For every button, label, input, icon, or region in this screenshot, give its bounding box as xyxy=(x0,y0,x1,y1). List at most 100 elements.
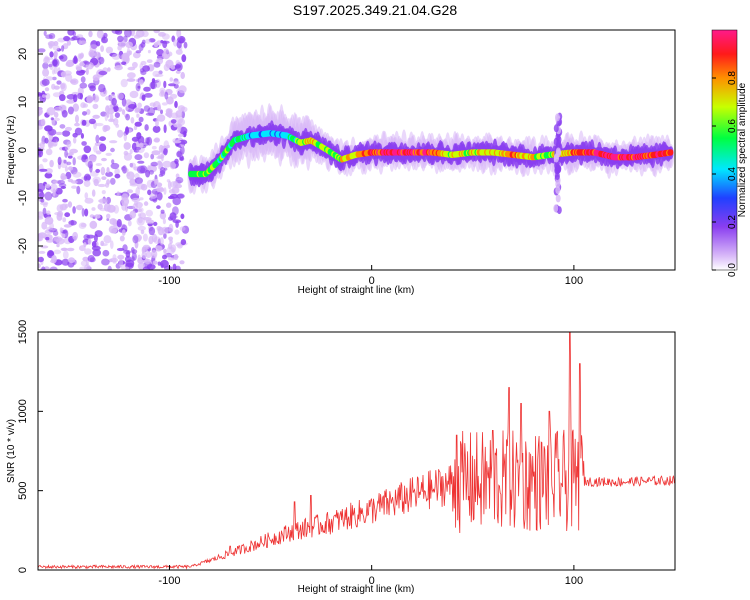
spectrogram-noise-cell xyxy=(105,152,112,156)
spectrogram-noise-cell xyxy=(60,71,67,78)
spectrogram-noise-cell xyxy=(163,248,167,254)
spectrogram-noise-cell xyxy=(106,179,111,185)
spectrogram-noise-cell xyxy=(84,192,89,200)
spectrogram-noise-cell xyxy=(136,165,146,174)
spectrogram-noise-cell xyxy=(61,45,65,52)
spectrogram-noise-cell xyxy=(168,195,175,200)
spectrogram-noise-cell xyxy=(44,216,54,225)
spectrogram-noise-cell xyxy=(142,244,150,250)
spectrogram-smear-cell xyxy=(553,124,559,133)
spectrogram-noise-cell xyxy=(72,231,78,241)
spectrogram-noise-cell xyxy=(126,172,131,177)
spectrogram-noise-cell xyxy=(103,235,112,244)
spectrogram-noise-cell xyxy=(113,118,119,126)
spectrogram-noise-cell xyxy=(80,76,86,83)
spectrogram-noise-cell xyxy=(65,61,74,68)
spectrogram-noise-cell xyxy=(176,30,182,38)
spectrogram-noise-cell xyxy=(78,40,82,45)
spectrogram-noise-cell xyxy=(129,178,137,186)
spectrogram-noise-cell xyxy=(70,180,78,184)
spectrogram-noise-cell xyxy=(56,204,64,213)
spectrogram-noise-cell xyxy=(85,67,89,76)
spectrogram-noise-cell xyxy=(51,255,57,264)
spectrogram-noise-cell xyxy=(42,202,48,208)
spectrogram-noise-cell xyxy=(92,176,101,184)
spectrogram-noise-cell xyxy=(158,173,163,177)
spectrogram-noise-cell xyxy=(44,92,51,100)
spectrogram-noise-cell xyxy=(152,260,158,265)
spectrogram-noise-cell xyxy=(72,171,82,178)
spectrogram-noise-cell xyxy=(160,259,169,268)
spectrogram-noise-cell xyxy=(93,145,98,153)
spectrogram-noise-cell xyxy=(76,34,84,39)
spectrogram-noise-cell xyxy=(133,125,138,131)
spectrogram-noise-cell xyxy=(86,234,95,239)
spectrogram-noise-cell xyxy=(42,207,47,216)
spectrogram-noise-cell xyxy=(95,134,100,144)
spectrogram-noise-cell xyxy=(64,212,71,218)
colorbar-tick-label: 0.6 xyxy=(727,119,738,133)
spectrogram-noise-cell xyxy=(134,177,143,185)
spectrogram-noise-cell xyxy=(45,148,53,156)
spectrogram-noise-cell xyxy=(180,239,187,246)
spectrogram-noise-cell xyxy=(137,183,146,190)
spectrogram-noise-cell xyxy=(65,145,70,151)
spectrogram-noise-cell xyxy=(168,223,174,233)
spectrogram-noise-cell xyxy=(180,106,188,113)
spectrogram-noise-cell xyxy=(160,152,164,162)
spectrogram-noise-cell xyxy=(180,71,185,80)
spectrogram-noise-cell xyxy=(173,39,178,47)
spectrogram-noise-cell xyxy=(80,102,86,109)
spectrogram-noise-cell xyxy=(53,41,59,46)
spectrogram-noise-cell xyxy=(117,254,125,260)
spectrogram-ytick-label: -20 xyxy=(17,238,29,254)
spectrogram-noise-cell xyxy=(51,83,56,90)
spectrogram-noise-cell xyxy=(117,129,124,138)
spectrogram-xtick-label: 100 xyxy=(565,275,583,287)
spectrogram-xlabel: Height of straight line (km) xyxy=(298,285,415,296)
spectrogram-noise-cell xyxy=(118,258,124,268)
spectrogram-noise-cell xyxy=(150,153,155,160)
spectrogram-noise-cell xyxy=(172,80,180,85)
spectrogram-noise-cell xyxy=(137,102,142,109)
spectrogram-noise-cell xyxy=(177,133,184,137)
spectrogram-noise-cell xyxy=(46,107,56,116)
spectrogram-noise-cell xyxy=(149,102,156,107)
spectrogram-noise-cell xyxy=(67,155,73,159)
spectrogram-noise-cell xyxy=(116,191,120,197)
spectrogram-noise-cell xyxy=(125,126,129,135)
spectrogram-noise-cell xyxy=(153,221,158,226)
spectrogram-noise-cell xyxy=(42,158,48,163)
spectrogram-noise-cell xyxy=(44,125,53,132)
spectrogram-noise-cell xyxy=(170,93,178,99)
spectrogram-smear-cell xyxy=(555,186,561,195)
spectrogram-noise-cell xyxy=(66,40,71,46)
spectrogram-noise-cell xyxy=(154,245,163,252)
spectrogram-noise-cell xyxy=(57,156,62,166)
spectrogram-noise-cell xyxy=(163,187,167,195)
spectrogram-noise-cell xyxy=(59,227,63,233)
spectrogram-noise-cell xyxy=(114,168,120,175)
spectrogram-noise-cell xyxy=(149,169,154,175)
spectrogram-noise-cell xyxy=(67,106,74,115)
spectrogram-noise-cell xyxy=(125,41,133,48)
spectrogram-noise-cell xyxy=(92,103,99,110)
spectrogram-noise-cell xyxy=(44,172,53,179)
spectrogram-noise-cell xyxy=(100,45,104,52)
spectrogram-noise-cell xyxy=(105,96,110,101)
spectrogram-noise-cell xyxy=(79,266,89,270)
snr-xtick-label: 0 xyxy=(369,575,375,587)
spectrogram-noise-cell xyxy=(145,219,155,224)
spectrogram-noise-cell xyxy=(109,140,118,144)
spectrogram-noise-cell xyxy=(179,260,185,265)
spectrogram-noise-cell xyxy=(135,30,145,38)
spectrogram-noise-cell xyxy=(150,249,158,259)
spectrogram-noise-cell xyxy=(49,159,54,168)
spectrogram-noise-cell xyxy=(111,159,115,165)
chart-title: S197.2025.349.21.04.G28 xyxy=(293,2,457,18)
spectrogram-noise-cell xyxy=(105,46,113,54)
spectrogram-noise-cell xyxy=(153,30,160,34)
spectrogram-noise-cell xyxy=(174,64,181,69)
spectrogram-noise-cell xyxy=(151,150,161,156)
